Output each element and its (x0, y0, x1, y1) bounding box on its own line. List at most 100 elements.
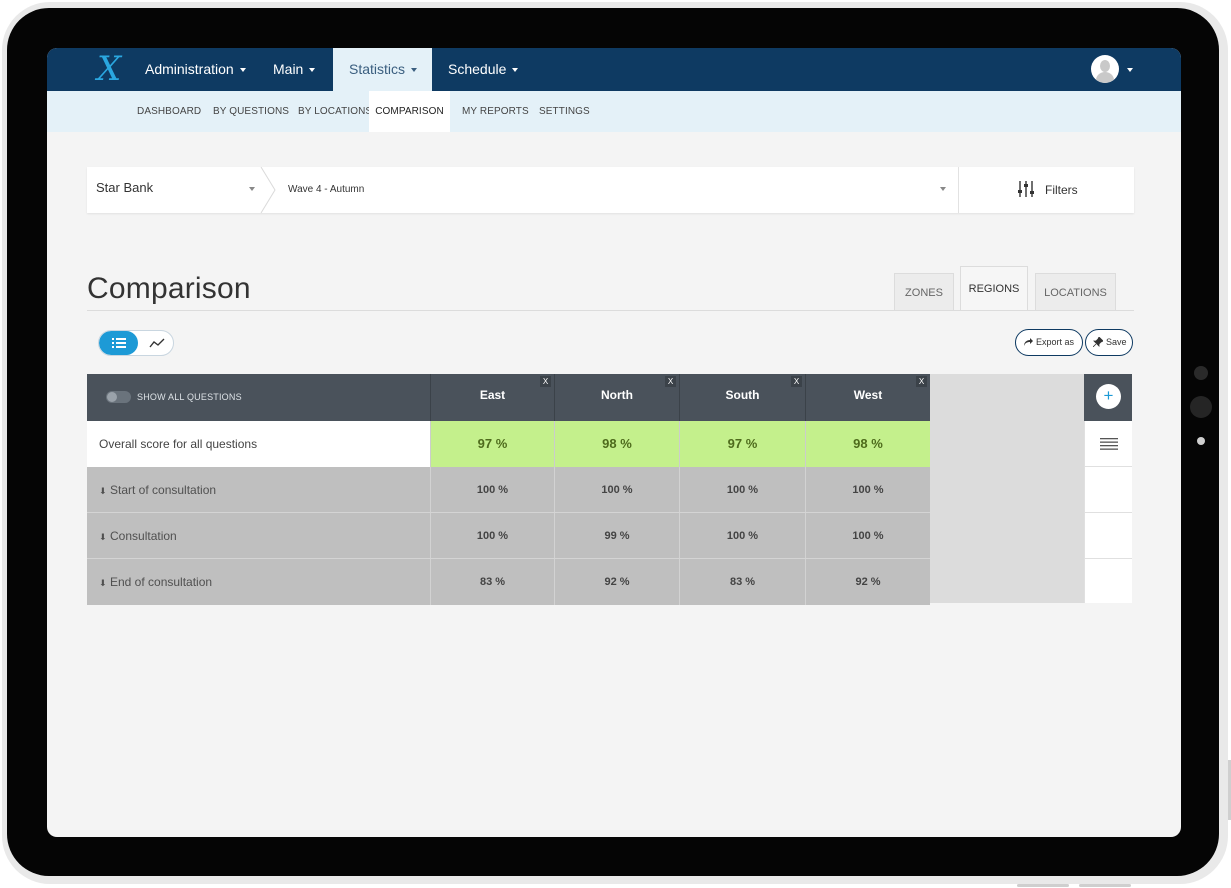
remove-column-button[interactable]: X (540, 376, 551, 387)
column-header-west: West X (805, 374, 930, 421)
score-cell: 100 % (430, 467, 554, 513)
nav-schedule[interactable]: Schedule (432, 48, 534, 91)
action-cell (1084, 513, 1132, 559)
save-label: Save (1106, 337, 1127, 347)
column-label: West (853, 388, 883, 402)
list-view-button[interactable] (99, 331, 138, 355)
nav-statistics[interactable]: Statistics (333, 48, 432, 91)
row-divider (87, 512, 930, 513)
filters-button[interactable]: Filters (959, 167, 1134, 213)
nav-label: Schedule (448, 61, 507, 77)
caret-down-icon (239, 68, 246, 73)
score-cell: 100 % (679, 513, 805, 559)
column-label: North (601, 388, 633, 402)
caret-down-icon[interactable] (1127, 68, 1133, 72)
nav-label: Main (273, 61, 304, 77)
survey-selector-bar: Star Bank Wave 4 - Autumn Filters (87, 167, 1134, 213)
volume-button (1079, 884, 1131, 887)
score-cell: 99 % (554, 513, 679, 559)
avatar-body (1096, 72, 1114, 83)
score-cell: 97 % (679, 421, 805, 467)
subnav-settings[interactable]: SETTINGS (539, 106, 590, 117)
caret-down-icon (309, 68, 316, 73)
title-divider (87, 310, 1134, 311)
tab-locations[interactable]: LOCATIONS (1035, 273, 1116, 311)
app-screen: X Administration Main Statistics Schedul… (47, 48, 1181, 837)
table-row-overall: Overall score for all questions 97 % 98 … (87, 421, 930, 467)
caret-down-icon (411, 68, 418, 73)
add-column-button[interactable]: + (1096, 384, 1121, 409)
subnav-comparison[interactable]: COMPARISON (369, 91, 450, 132)
column-header-south: South X (679, 374, 805, 421)
volume-button (1017, 884, 1069, 887)
subnav-my-reports[interactable]: MY REPORTS (462, 106, 529, 117)
score-cell: 97 % (430, 421, 554, 467)
sliders-icon (1018, 181, 1034, 197)
caret-down-icon[interactable] (940, 187, 946, 191)
score-cell: 100 % (805, 467, 930, 513)
user-avatar[interactable] (1091, 55, 1119, 83)
brand-logo[interactable]: X (97, 49, 122, 89)
table-header: SHOW ALL QUESTIONS East X North X South … (87, 374, 930, 421)
save-button[interactable]: Save (1085, 329, 1133, 356)
export-label: Export as (1036, 337, 1075, 347)
company-select[interactable]: Star Bank (96, 180, 154, 195)
export-button[interactable]: Export as (1015, 329, 1083, 356)
row-divider (87, 558, 930, 559)
row-label: ⬇ Consultation (87, 513, 430, 559)
chart-view-button[interactable] (139, 331, 173, 355)
pin-icon (1093, 337, 1103, 347)
subnav-by-locations[interactable]: BY LOCATIONS (298, 106, 373, 117)
nav-administration[interactable]: Administration (129, 48, 262, 91)
nav-main[interactable]: Main (257, 48, 331, 91)
remove-column-button[interactable]: X (791, 376, 802, 387)
caret-down-icon[interactable] (249, 187, 255, 191)
subnav-by-questions[interactable]: BY QUESTIONS (213, 106, 290, 117)
column-header-north: North X (554, 374, 679, 421)
menu-cell[interactable] (1084, 421, 1132, 467)
double-chevron-down-icon: ⬇ (99, 578, 107, 588)
row-label-text: Consultation (110, 529, 177, 543)
nav-label: Administration (145, 61, 234, 77)
page-title: Comparison (87, 272, 251, 305)
camera-lens (1190, 396, 1212, 418)
wave-select[interactable]: Wave 4 - Autumn (288, 184, 365, 195)
top-navigation: X Administration Main Statistics Schedul… (47, 48, 1181, 91)
score-cell: 98 % (805, 421, 930, 467)
table-row[interactable]: ⬇ Consultation 100 % 99 % 100 % 100 % (87, 513, 930, 559)
score-cell: 100 % (430, 513, 554, 559)
score-cell: 92 % (805, 559, 930, 605)
row-label: ⬇ Start of consultation (87, 467, 430, 513)
score-cell: 100 % (679, 467, 805, 513)
sub-navigation: DASHBOARD BY QUESTIONS BY LOCATIONS COMP… (47, 91, 1181, 132)
tab-regions[interactable]: REGIONS (960, 266, 1028, 311)
tab-zones[interactable]: ZONES (894, 273, 954, 311)
view-toggle (98, 330, 174, 356)
show-all-questions-label: SHOW ALL QUESTIONS (137, 392, 242, 402)
nav-label: Statistics (349, 61, 406, 77)
caret-down-icon (512, 68, 519, 73)
score-cell: 92 % (554, 559, 679, 605)
avatar-head (1100, 60, 1110, 72)
score-cell: 98 % (554, 421, 679, 467)
action-cell (1084, 559, 1132, 603)
column-header-east: East X (430, 374, 554, 421)
column-label: South (725, 388, 760, 402)
table-actions-column: + (1084, 374, 1132, 603)
double-chevron-down-icon: ⬇ (99, 486, 107, 496)
remove-column-button[interactable]: X (916, 376, 927, 387)
score-cell: 100 % (554, 467, 679, 513)
sensor-dot (1197, 437, 1205, 445)
share-arrow-icon (1024, 338, 1033, 346)
score-cell: 100 % (805, 513, 930, 559)
subnav-dashboard[interactable]: DASHBOARD (137, 106, 202, 117)
table-row[interactable]: ⬇ End of consultation 83 % 92 % 83 % 92 % (87, 559, 930, 605)
add-column-cell: + (1084, 374, 1132, 421)
action-cell (1084, 467, 1132, 513)
row-label: Overall score for all questions (99, 437, 258, 451)
power-button (1228, 760, 1231, 820)
table-row[interactable]: ⬇ Start of consultation 100 % 100 % 100 %… (87, 467, 930, 513)
show-all-questions-toggle[interactable] (106, 391, 131, 403)
remove-column-button[interactable]: X (665, 376, 676, 387)
row-label-text: End of consultation (110, 575, 213, 589)
